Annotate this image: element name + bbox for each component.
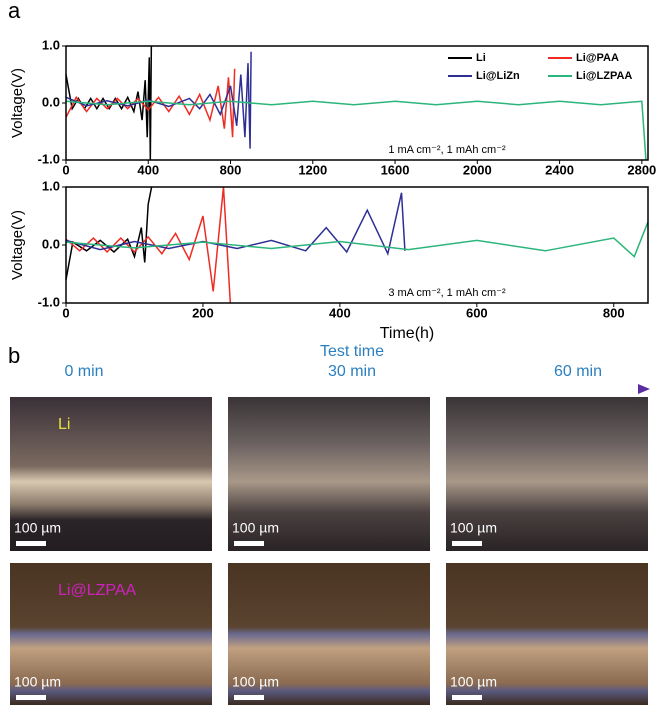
- y-axis-label: Voltage(V): [9, 68, 26, 138]
- legend-label: Li: [476, 52, 486, 64]
- series-line: [65, 51, 252, 149]
- scale-bar: [16, 695, 46, 700]
- scale-bar: [234, 541, 264, 546]
- x-tick-label: 0: [62, 162, 69, 177]
- scale-label: 100 µm: [14, 520, 61, 536]
- x-tick-label: 800: [603, 305, 625, 320]
- y-tick-label: 1.0: [42, 178, 60, 193]
- scale-label: 100 µm: [14, 674, 61, 690]
- series-line: [65, 100, 647, 161]
- x-tick-label: 600: [466, 305, 488, 320]
- x-tick-label: 400: [329, 305, 351, 320]
- scale-bar: [452, 695, 482, 700]
- scale-bar: [452, 541, 482, 546]
- y-tick-label: -1.0: [38, 294, 60, 309]
- electrode-layer: [10, 563, 212, 705]
- x-tick-label: 800: [220, 162, 242, 177]
- y-tick-label: 0.0: [42, 236, 60, 251]
- scale-bar: [234, 695, 264, 700]
- x-tick-label: 0: [62, 305, 69, 320]
- y-tick-label: 0.0: [42, 94, 60, 109]
- series-line: [65, 186, 153, 280]
- time-label: 0 min: [64, 363, 103, 380]
- scale-bar: [16, 541, 46, 546]
- time-label: 30 min: [328, 363, 376, 380]
- x-tick-label: 1600: [381, 162, 410, 177]
- scale-label: 100 µm: [232, 520, 279, 536]
- x-tick-label: 2400: [545, 162, 574, 177]
- time-label: 60 min: [554, 363, 602, 380]
- annotation: 1 mA cm⁻², 1 mAh cm⁻²: [388, 144, 506, 156]
- y-axis-label: Voltage(V): [9, 210, 26, 280]
- scale-label: 100 µm: [450, 520, 497, 536]
- electrode-layer: [228, 563, 430, 705]
- electrode-layer: [446, 563, 648, 705]
- x-tick-label: 400: [137, 162, 159, 177]
- electrode-layer: [228, 397, 430, 551]
- y-tick-label: 1.0: [42, 37, 60, 52]
- x-axis-label: Time(h): [380, 325, 435, 342]
- x-tick-label: 1200: [298, 162, 327, 177]
- sample-label: Li@LZPAA: [58, 582, 137, 599]
- scale-label: 100 µm: [232, 674, 279, 690]
- arrow-head: [638, 384, 650, 394]
- y-tick-label: -1.0: [38, 151, 60, 166]
- x-tick-label: 2800: [627, 162, 656, 177]
- sample-label: Li: [58, 416, 70, 433]
- legend-label: Li@LiZn: [476, 70, 520, 82]
- panel-label: b: [8, 343, 20, 368]
- x-tick-label: 2000: [463, 162, 492, 177]
- annotation: 3 mA cm⁻², 1 mAh cm⁻²: [388, 287, 506, 299]
- panel-label: a: [8, 0, 21, 23]
- electrode-layer: [10, 397, 212, 551]
- x-tick-label: 200: [192, 305, 214, 320]
- legend-label: Li@LZPAA: [576, 70, 632, 82]
- legend-label: Li@PAA: [576, 52, 619, 64]
- electrode-layer: [446, 397, 648, 551]
- series-line: [65, 221, 649, 258]
- axis-title: Test time: [320, 343, 384, 360]
- scale-label: 100 µm: [450, 674, 497, 690]
